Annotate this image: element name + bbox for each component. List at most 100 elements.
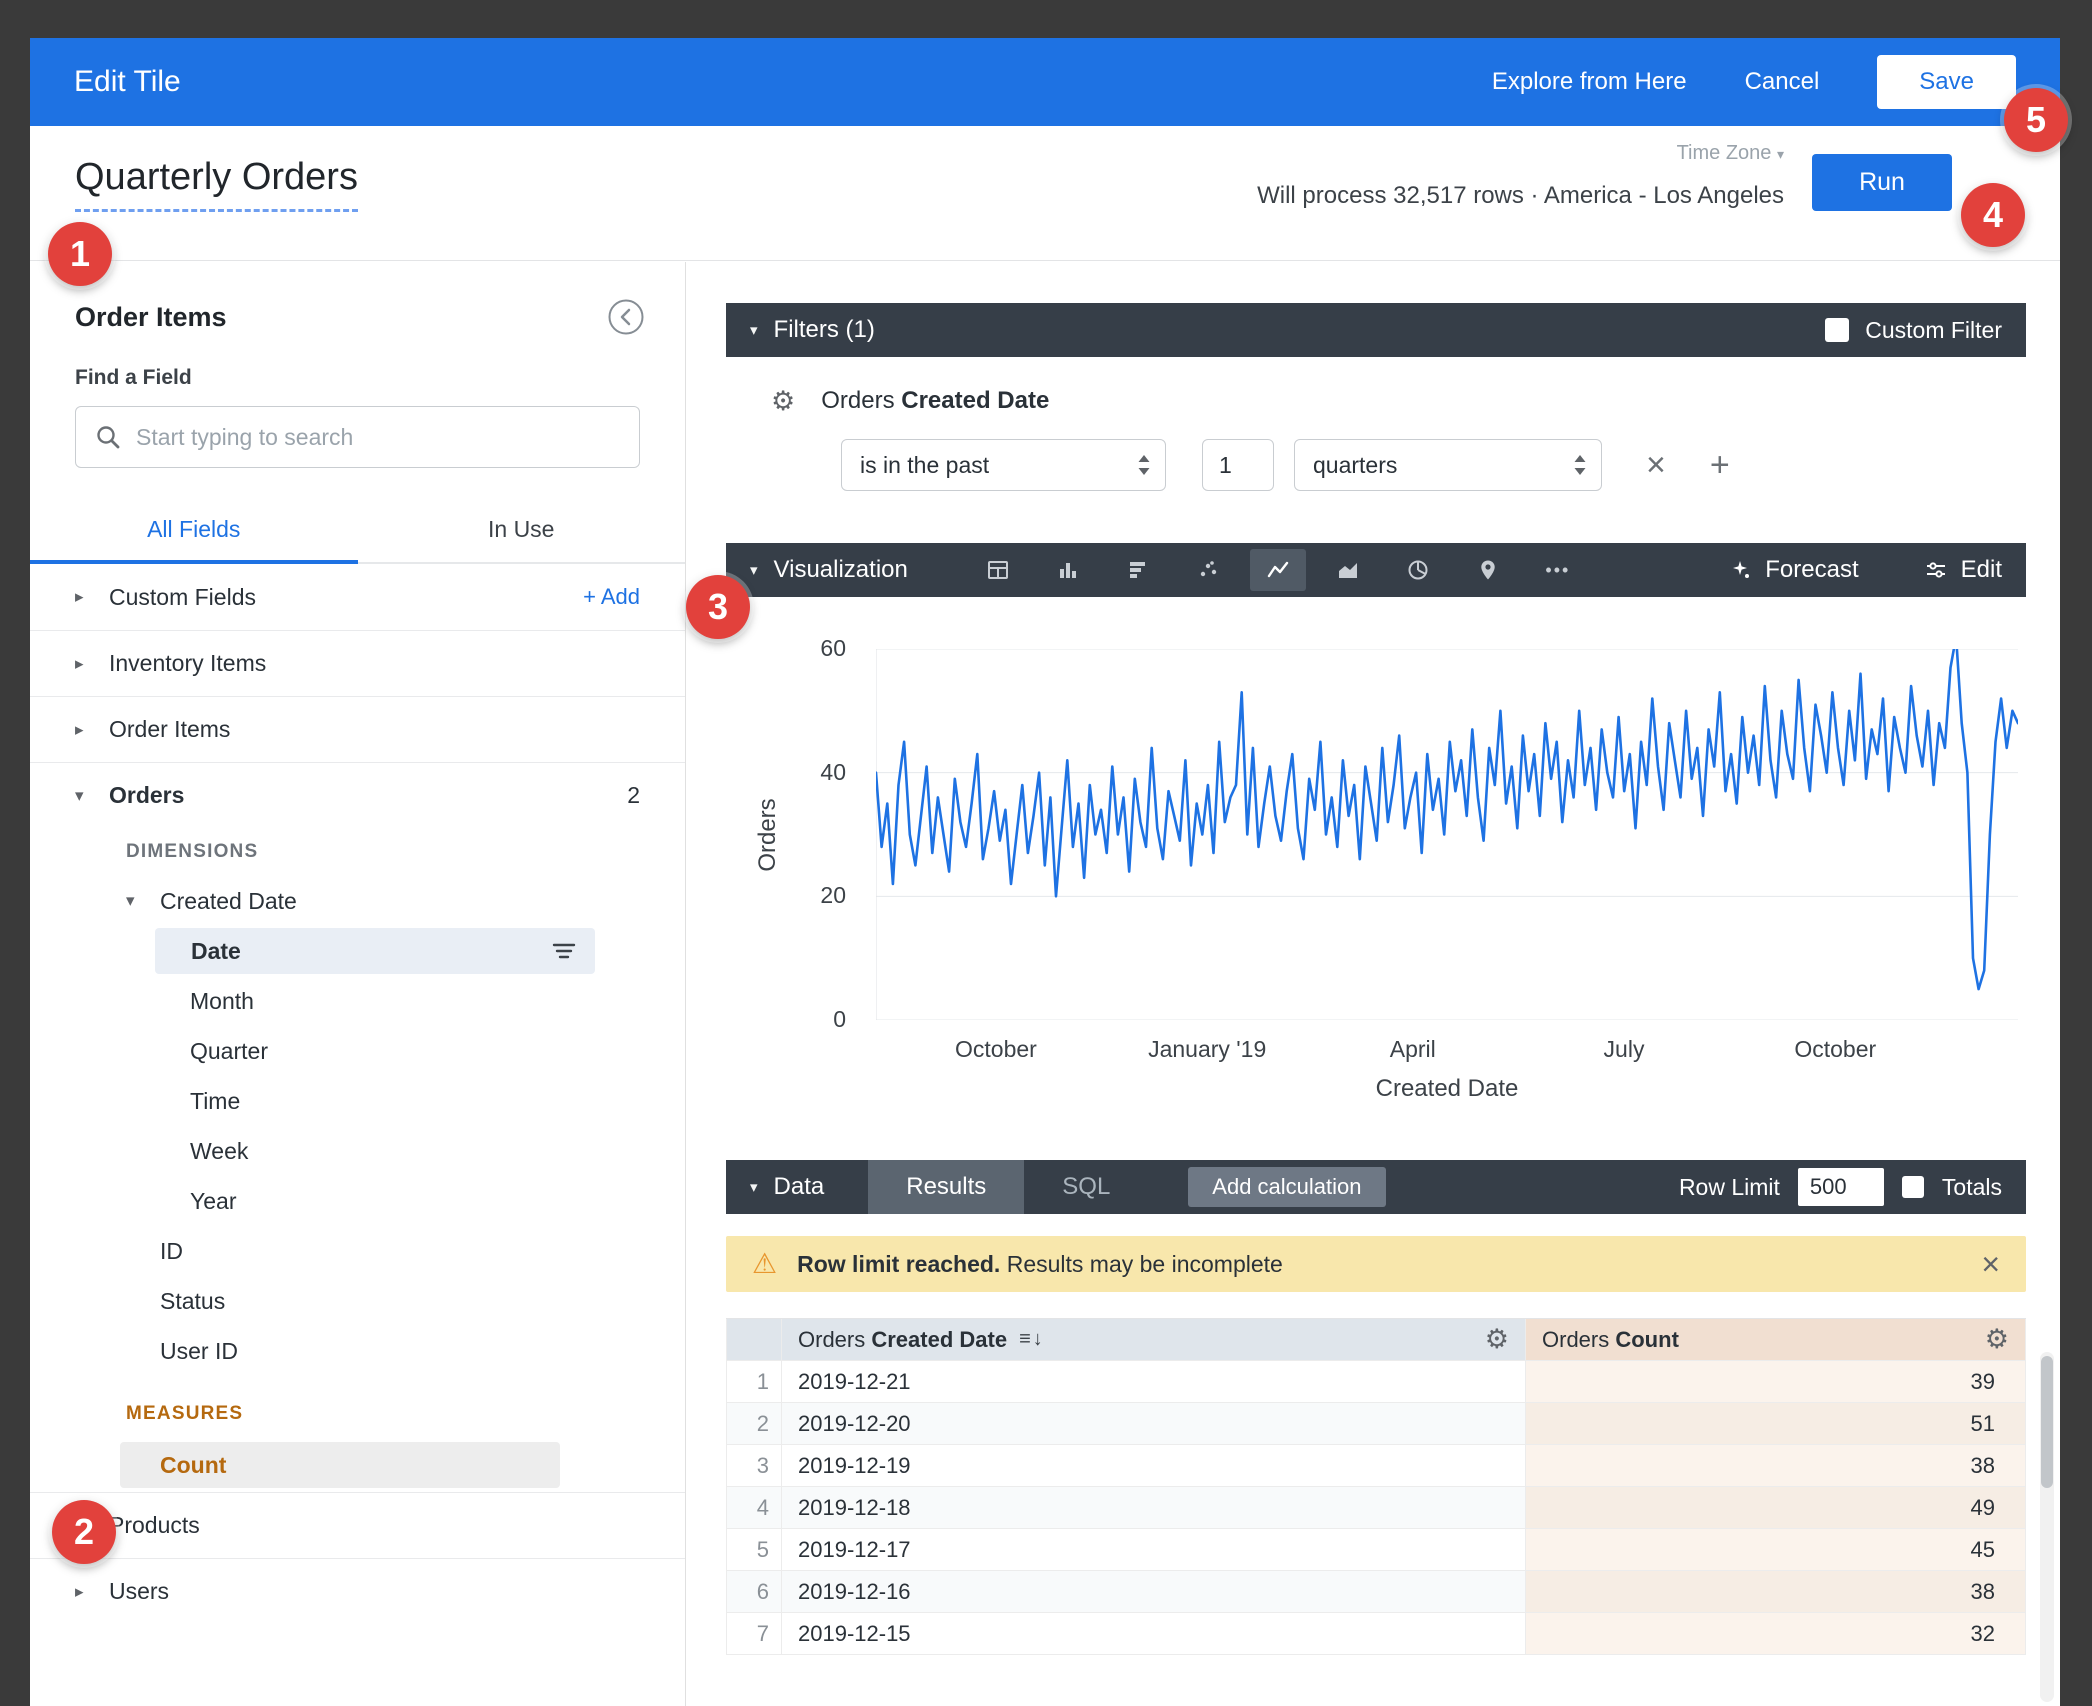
sidebar-item-inventory-items[interactable]: ▸ Inventory Items — [30, 630, 685, 696]
sidebar-item-id[interactable]: ID — [160, 1237, 183, 1264]
created-date-column-header[interactable]: Orders Created Date ≡ ↓ ⚙ — [782, 1319, 1526, 1361]
explore-from-here-link[interactable]: Explore from Here — [1491, 68, 1687, 95]
sidebar-item-created-date[interactable]: ▾ Created Date — [126, 887, 297, 914]
collapse-sidebar-icon[interactable] — [607, 298, 645, 336]
y-tick-label: 20 — [820, 882, 846, 909]
add-calculation-button[interactable]: Add calculation — [1188, 1167, 1386, 1207]
tab-in-use[interactable]: In Use — [488, 516, 555, 542]
filter-gear-icon[interactable]: ⚙ — [771, 385, 796, 416]
table-row[interactable]: 7 2019-12-15 32 — [726, 1613, 2026, 1655]
viz-more-types-icon[interactable]: ••• — [1545, 559, 1571, 580]
viz-type-pie-icon[interactable] — [1390, 549, 1446, 591]
forecast-icon — [1733, 561, 1750, 578]
row-limit-label: Row Limit — [1678, 1173, 1780, 1200]
filters-section-bar[interactable]: ▾ Filters (1) Custom Filter — [726, 303, 2026, 357]
viz-type-scatter-icon[interactable] — [1180, 549, 1236, 591]
title-row: Quarterly Orders Time Zone ▾ Will proces… — [30, 126, 2060, 261]
tab-all-fields[interactable]: All Fields — [30, 506, 358, 564]
search-input[interactable] — [136, 423, 621, 451]
sidebar-item-status[interactable]: Status — [160, 1287, 226, 1314]
add-filter-icon[interactable]: + — [1709, 446, 1730, 484]
custom-filter-checkbox[interactable] — [1825, 318, 1850, 342]
search-icon — [94, 423, 122, 451]
viz-type-line-icon[interactable] — [1249, 549, 1306, 591]
cancel-button[interactable]: Cancel — [1744, 68, 1820, 95]
viz-type-area-icon[interactable] — [1320, 549, 1376, 591]
callout-badge-2: 2 — [52, 1500, 116, 1564]
table-row[interactable]: 2 2019-12-20 51 — [726, 1403, 2026, 1445]
table-row[interactable]: 4 2019-12-18 49 — [726, 1487, 2026, 1529]
sidebar-item-week[interactable]: Week — [190, 1137, 249, 1164]
edit-viz-button[interactable]: Edit — [1923, 556, 2002, 584]
data-section-bar[interactable]: ▾ Data Results SQL Add calculation Row L… — [726, 1160, 2026, 1214]
scrollbar-thumb[interactable] — [2041, 1356, 2053, 1488]
chevron-down-icon: ▾ — [1776, 146, 1784, 162]
tab-sql[interactable]: SQL — [1062, 1173, 1111, 1200]
y-tick-label: 40 — [820, 758, 846, 785]
sliders-icon — [1926, 562, 1945, 578]
remove-filter-icon[interactable]: × — [1646, 446, 1666, 484]
sidebar-item-time[interactable]: Time — [190, 1087, 241, 1114]
field-search-box[interactable] — [75, 406, 640, 468]
table-scrollbar[interactable] — [2040, 1352, 2054, 1702]
window-title: Edit Tile — [74, 65, 181, 98]
sidebar-item-month[interactable]: Month — [190, 987, 254, 1014]
viz-type-table-icon[interactable] — [970, 549, 1026, 591]
caret-down-icon: ▾ — [750, 562, 758, 579]
callout-badge-3: 3 — [686, 575, 750, 639]
run-button[interactable]: Run — [1812, 154, 1952, 211]
filter-field-name: Orders Created Date — [821, 387, 1050, 414]
filter-icon[interactable] — [551, 940, 577, 962]
x-tick-label: January '19 — [1148, 1036, 1267, 1062]
time-zone-control[interactable]: Time Zone ▾ — [1677, 142, 1784, 165]
sidebar-item-order-items[interactable]: ▸ Order Items — [30, 696, 685, 762]
gear-icon[interactable]: ⚙ — [1984, 1324, 2009, 1354]
chevron-right-icon: ▸ — [75, 1581, 84, 1601]
sidebar-item-quarter[interactable]: Quarter — [190, 1037, 268, 1064]
totals-checkbox[interactable] — [1901, 1176, 1924, 1198]
table-row[interactable]: 3 2019-12-19 38 — [726, 1445, 2026, 1487]
row-limit-input[interactable] — [1797, 1168, 1884, 1206]
viz-type-column-icon[interactable] — [1040, 549, 1096, 591]
callout-badge-1: 1 — [48, 222, 112, 286]
chevron-right-icon: ▸ — [75, 587, 84, 606]
filter-unit-select[interactable]: quarters — [1294, 439, 1602, 491]
dismiss-warning-icon[interactable]: × — [1981, 1246, 2000, 1282]
gear-icon[interactable]: ⚙ — [1484, 1324, 1509, 1354]
table-row[interactable]: 5 2019-12-17 45 — [726, 1529, 2026, 1571]
forecast-button[interactable]: Forecast — [1727, 556, 1859, 584]
x-axis-label: Created Date — [1375, 1075, 1519, 1102]
field-tree: ▸ Custom Fields + Add ▸ Inventory Items … — [30, 564, 685, 1624]
sidebar-item-custom-fields[interactable]: ▸ Custom Fields + Add — [75, 583, 640, 610]
tab-results[interactable]: Results — [868, 1160, 1025, 1214]
sidebar-item-users[interactable]: ▸ Users — [30, 1558, 685, 1624]
save-button[interactable]: Save — [1877, 55, 2016, 109]
sidebar-item-count[interactable]: Count — [30, 1438, 685, 1492]
sidebar-item-user-id[interactable]: User ID — [160, 1337, 238, 1364]
chevron-right-icon: ▸ — [75, 653, 84, 673]
top-bar: Edit Tile Explore from Here Cancel Save — [30, 38, 2060, 126]
filter-value-input[interactable] — [1202, 439, 1274, 491]
chevron-down-icon: ▾ — [75, 785, 84, 805]
visualization-section-bar[interactable]: ▾ Visualization — [726, 543, 2026, 597]
table-row[interactable]: 1 2019-12-21 39 — [726, 1361, 2026, 1403]
sidebar-item-year[interactable]: Year — [190, 1187, 237, 1214]
viz-type-map-icon[interactable] — [1460, 549, 1516, 591]
table-row[interactable]: 6 2019-12-16 38 — [726, 1571, 2026, 1613]
viz-type-bar-icon[interactable] — [1110, 549, 1166, 591]
add-custom-field-button[interactable]: + Add — [583, 584, 640, 609]
orders-field-count: 2 — [627, 782, 640, 808]
filter-operator-select[interactable]: is in the past — [841, 439, 1166, 491]
y-tick-label: 0 — [833, 1006, 846, 1032]
count-column-header[interactable]: Orders Count ⚙ — [1526, 1319, 2026, 1361]
chevron-down-icon: ▾ — [126, 891, 135, 910]
sidebar-item-orders[interactable]: ▾ Orders 2 — [30, 762, 685, 828]
x-tick-label: October — [1794, 1036, 1877, 1062]
y-axis-label: Orders — [754, 798, 781, 872]
tile-title-input[interactable]: Quarterly Orders — [75, 156, 358, 212]
sidebar-item-products[interactable]: ▸ Products — [30, 1492, 685, 1558]
explore-main-panel: ▾ Filters (1) Custom Filter ⚙ Orders Cre… — [687, 262, 2060, 1706]
sidebar-item-date[interactable]: Date — [30, 926, 685, 976]
custom-filter-label: Custom Filter — [1865, 316, 2002, 343]
table-header-row: Orders Created Date ≡ ↓ ⚙ Orders Count ⚙ — [726, 1319, 2026, 1361]
